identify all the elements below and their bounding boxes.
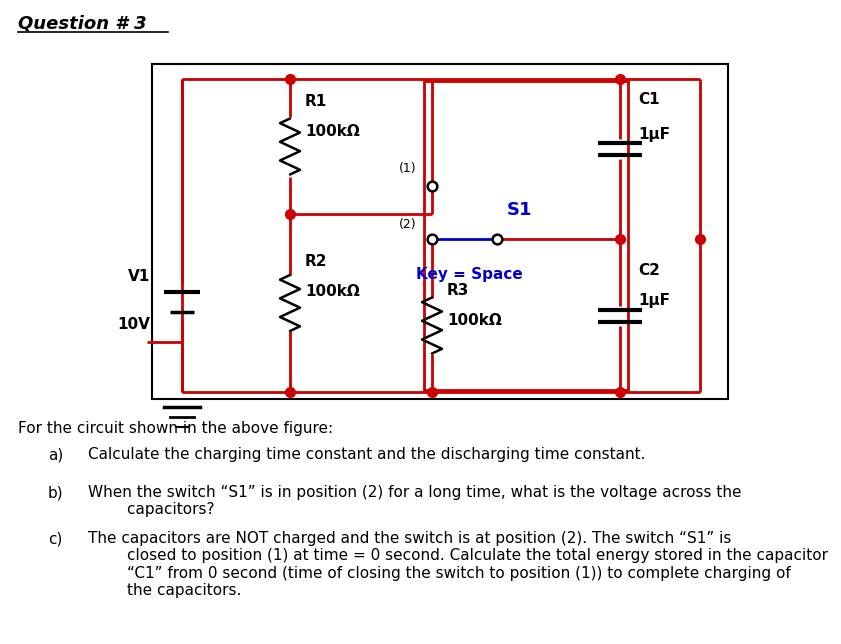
Text: 10V: 10V (117, 317, 150, 332)
Text: Calculate the charging time constant and the discharging time constant.: Calculate the charging time constant and… (88, 447, 646, 462)
Text: 1μF: 1μF (638, 126, 670, 142)
Text: C1: C1 (638, 91, 659, 106)
Text: R1: R1 (305, 94, 327, 109)
Text: Question # 3: Question # 3 (18, 14, 146, 32)
Text: 100kΩ: 100kΩ (305, 283, 360, 299)
Text: For the circuit shown in the above figure:: For the circuit shown in the above figur… (18, 421, 333, 436)
Text: (1): (1) (399, 162, 417, 175)
Text: 100kΩ: 100kΩ (305, 124, 360, 139)
Text: 1μF: 1μF (638, 293, 670, 308)
Bar (152, 64, 728, 399)
Text: c): c) (48, 531, 62, 546)
Text: The capacitors are NOT charged and the switch is at position (2). The switch “S1: The capacitors are NOT charged and the s… (88, 531, 828, 598)
Text: Key = Space: Key = Space (416, 267, 523, 282)
Text: b): b) (48, 485, 64, 500)
Text: R3: R3 (447, 283, 469, 298)
Text: a): a) (48, 447, 63, 462)
Text: S1: S1 (507, 201, 532, 219)
Bar (424, 81, 628, 390)
Text: C2: C2 (638, 263, 660, 278)
Text: (2): (2) (399, 218, 417, 231)
Text: When the switch “S1” is in position (2) for a long time, what is the voltage acr: When the switch “S1” is in position (2) … (88, 485, 742, 517)
Text: 100kΩ: 100kΩ (447, 313, 502, 328)
Text: R2: R2 (305, 254, 327, 269)
Text: V1: V1 (128, 269, 150, 284)
